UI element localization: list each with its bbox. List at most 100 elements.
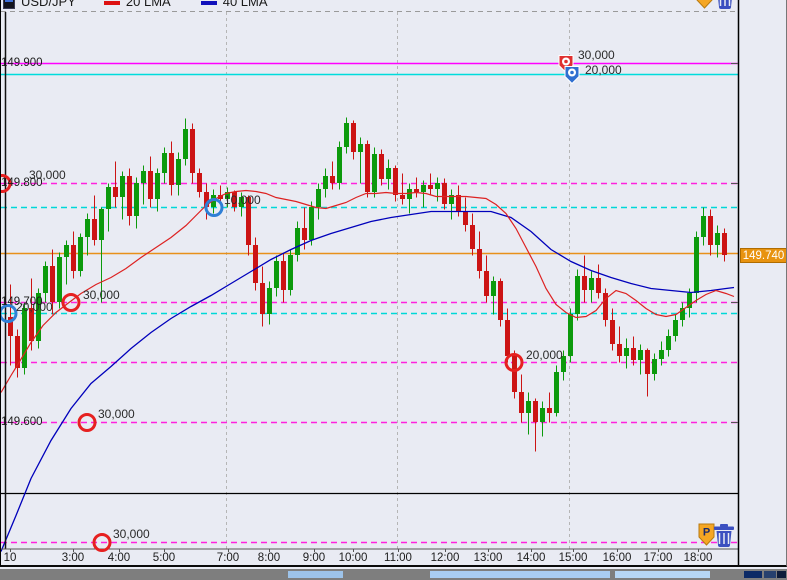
ema20-line — [1, 189, 735, 393]
order-marker-circle[interactable] — [204, 198, 224, 217]
candle-body-up — [309, 207, 314, 240]
candle-body-up — [295, 228, 300, 255]
candle-body-down — [218, 195, 223, 199]
candle-body-down — [71, 245, 76, 271]
taskbar-item[interactable] — [288, 571, 343, 578]
candle-body-up — [183, 129, 188, 159]
trash-lid — [714, 526, 734, 530]
order-marker-circle[interactable] — [92, 533, 112, 552]
candle-body-down — [365, 144, 370, 192]
chart-legend: USD/JPY 20 LMA 40 LMA — [1, 0, 691, 9]
candle-body-up — [64, 245, 69, 257]
candle-body-up — [407, 189, 412, 199]
order-marker-circle[interactable] — [77, 413, 97, 432]
candle-body-up — [652, 359, 657, 374]
candle-body-down — [393, 168, 398, 195]
candle-body-up — [99, 209, 104, 240]
candle-body-down — [246, 197, 251, 245]
p-pin-letter: P — [703, 527, 710, 539]
candle-body-up — [715, 233, 720, 245]
candle-body-down — [708, 216, 713, 245]
taskbar-item[interactable] — [777, 571, 786, 578]
candle-body-up — [680, 308, 685, 320]
taskbar-item[interactable] — [615, 571, 710, 578]
candle-body-down — [519, 392, 524, 413]
trash-icon[interactable] — [715, 0, 735, 9]
taskbar-item[interactable] — [744, 571, 762, 578]
candle-body-down — [547, 408, 552, 413]
candle-body-down — [498, 281, 503, 320]
candle-body-up — [120, 176, 125, 197]
candle-body-up — [694, 237, 699, 293]
candle-body-down — [456, 195, 461, 211]
candle-body-up — [568, 314, 573, 356]
p-pin-shape — [698, 523, 715, 546]
candle-body-up — [155, 173, 160, 199]
candle-body-down — [596, 278, 601, 293]
candle-body-up — [239, 197, 244, 207]
candle-body-up — [561, 356, 566, 372]
candle-body-down — [617, 344, 622, 356]
candle-body-up — [358, 144, 363, 152]
candle-body-down — [379, 154, 384, 179]
candle-body-up — [666, 336, 671, 350]
p-pin-shape — [696, 0, 713, 9]
order-marker-circle[interactable] — [504, 353, 524, 372]
ema20-legend-label: 20 LMA — [125, 0, 171, 9]
candle-body-up — [274, 261, 279, 288]
pin-dot — [570, 70, 574, 75]
candle-body-up — [638, 350, 643, 360]
ema20-legend-swatch — [103, 1, 120, 5]
candle-body-down — [351, 123, 356, 152]
pin-marker[interactable] — [564, 66, 580, 85]
candle-body-up — [659, 350, 664, 359]
candle-body-up — [526, 401, 531, 413]
order-marker-circle[interactable] — [61, 293, 81, 312]
candle-body-up — [435, 183, 440, 189]
candle-body-up — [78, 237, 83, 271]
current-price-tag: 149.740 — [740, 247, 786, 263]
candle-body-up — [267, 288, 272, 314]
candle-body-down — [414, 189, 419, 192]
candle-body-up — [687, 293, 692, 308]
candle-body-down — [281, 261, 286, 290]
candle-body-up — [337, 147, 342, 183]
candle-body-down — [253, 245, 258, 283]
candle-body-up — [22, 308, 27, 368]
candle-body-up — [43, 266, 48, 293]
candle-body-up — [36, 293, 41, 341]
candle-body-down — [631, 348, 636, 360]
candle-body-down — [197, 173, 202, 192]
candle-body-up — [85, 219, 90, 237]
candle-body-down — [190, 129, 195, 173]
candle-body-up — [288, 255, 293, 290]
trash-icon[interactable] — [714, 524, 734, 547]
p-pin-icon[interactable]: P — [698, 523, 715, 546]
candle-body-down — [484, 271, 489, 296]
candle-body-down — [722, 233, 727, 255]
candle-body-down — [463, 211, 468, 225]
candle-body-down — [169, 153, 174, 185]
candle-body-down — [302, 228, 307, 240]
candle-body-up — [316, 189, 321, 207]
candle-body-up — [421, 185, 426, 192]
symbol-label: USD/JPY — [21, 0, 76, 9]
candle-body-up — [323, 176, 328, 189]
candle-body-down — [582, 276, 587, 290]
os-taskbar[interactable] — [0, 569, 787, 580]
p-pin-icon[interactable]: P — [696, 0, 713, 9]
candle-body-down — [470, 225, 475, 249]
candle-body-up — [575, 276, 580, 314]
candle-body-up — [701, 216, 706, 237]
candle-body-down — [127, 176, 132, 216]
candle-body-up — [491, 281, 496, 296]
candle-body-down — [92, 219, 97, 240]
candle-body-up — [449, 195, 454, 204]
order-marker-circle[interactable] — [1, 174, 12, 193]
order-marker-circle[interactable] — [1, 304, 18, 323]
taskbar-item[interactable] — [430, 571, 610, 578]
candle-body-down — [610, 320, 615, 344]
taskbar-item[interactable] — [764, 571, 776, 578]
candlestick-chart[interactable]: PP — [1, 0, 787, 567]
